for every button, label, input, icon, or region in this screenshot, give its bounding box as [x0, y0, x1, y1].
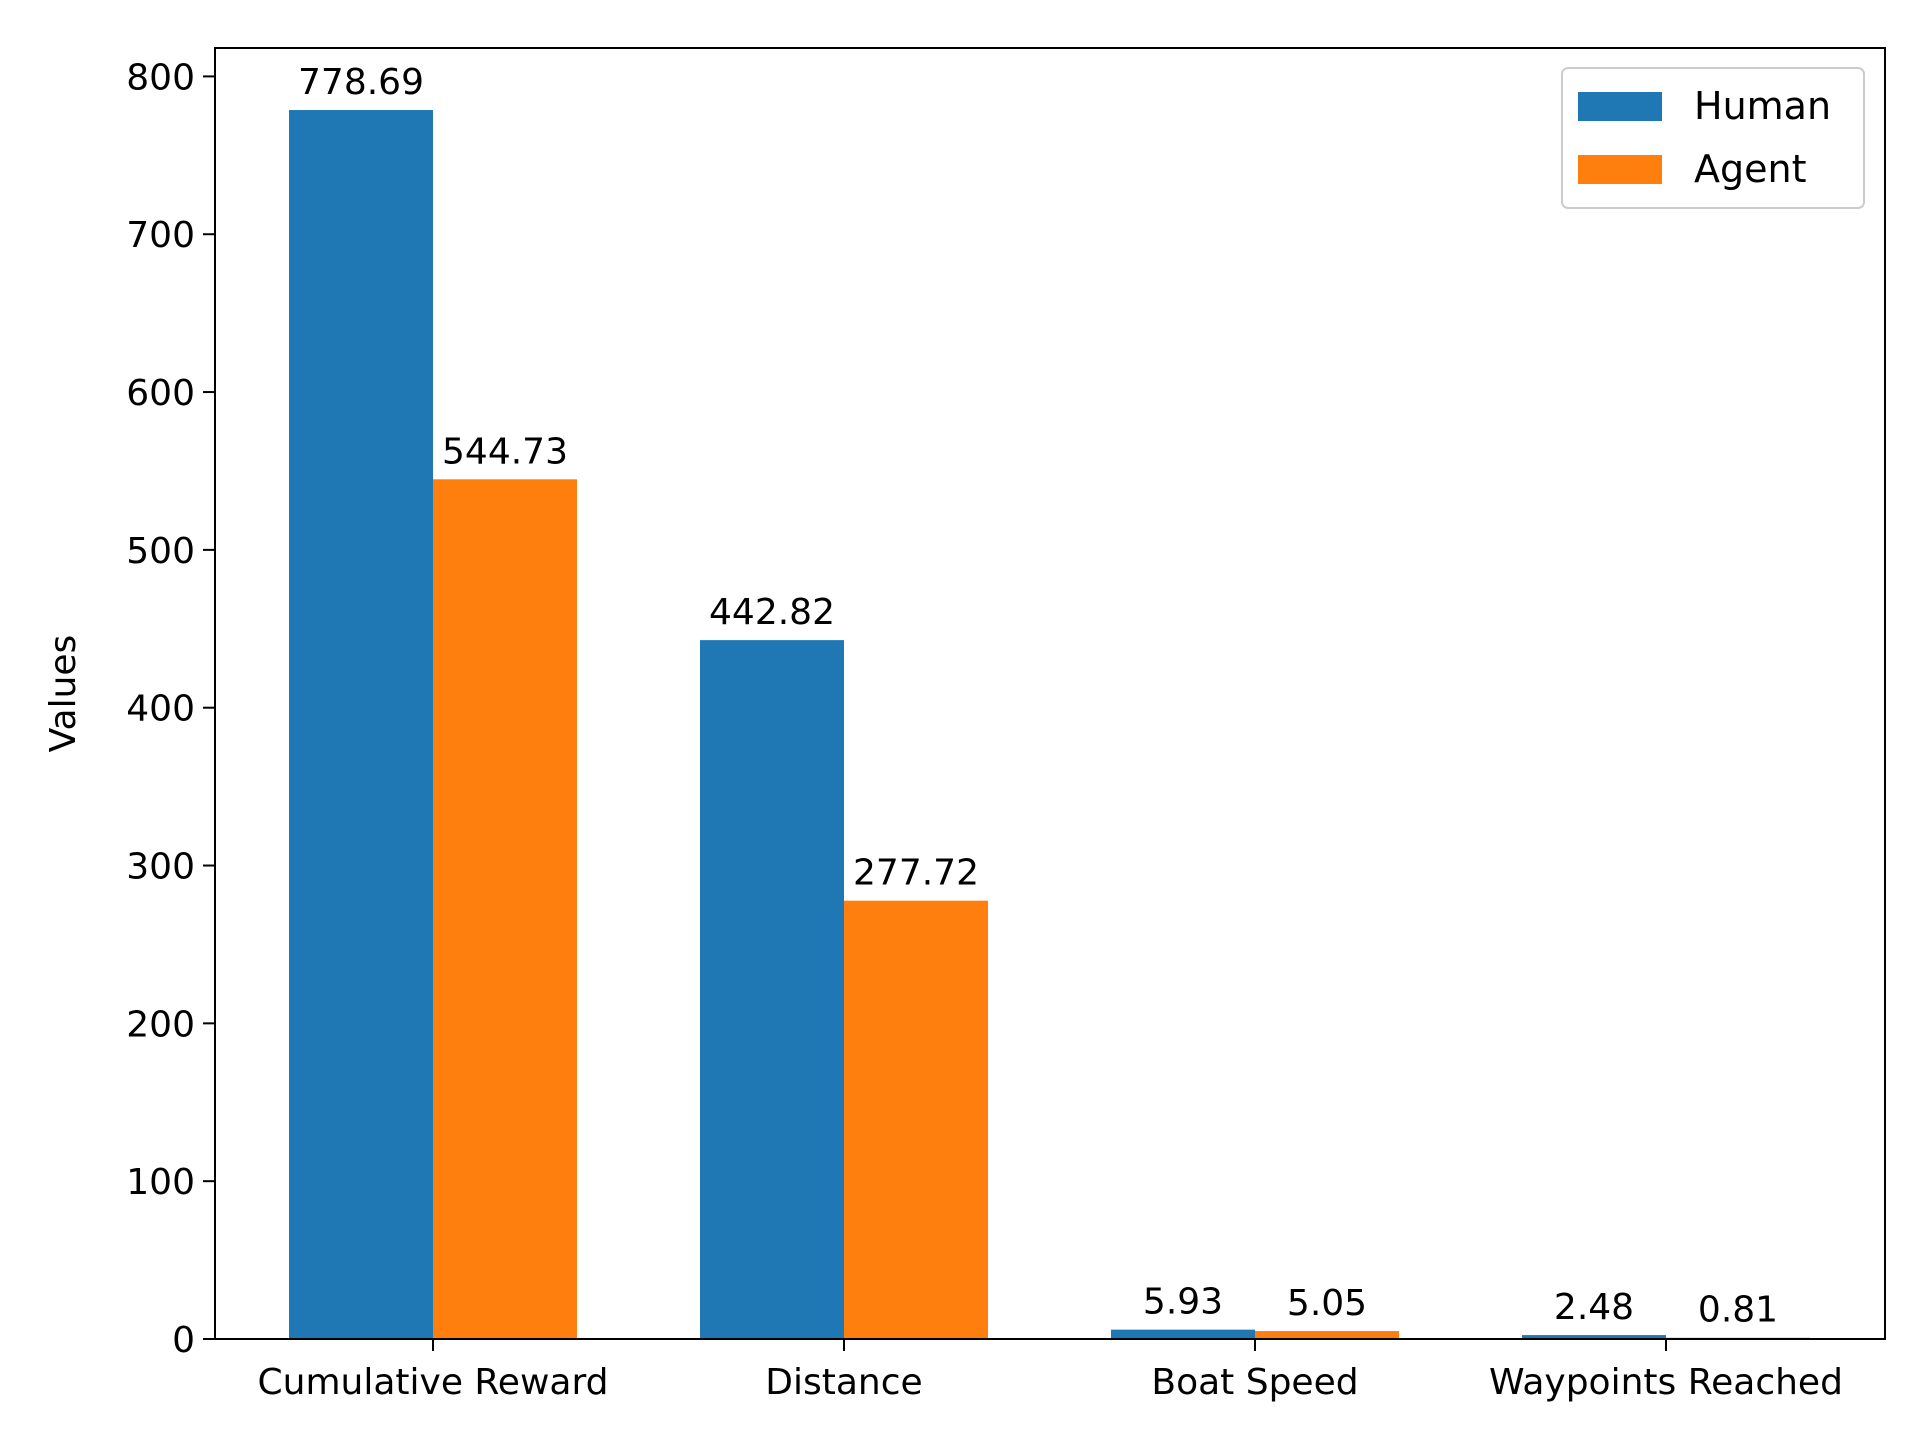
- y-axis: 0 100 200 300 400 500 600 700 800: [126, 57, 215, 1361]
- data-label-human-waypoints-reached: 2.48: [1554, 1287, 1634, 1328]
- plot-frame: [214, 47, 1886, 1340]
- legend-label-human: Human: [1694, 84, 1831, 128]
- y-tick-label: 600: [126, 373, 195, 414]
- data-label-human-boat-speed: 5.93: [1143, 1282, 1223, 1323]
- bar-agent-boat-speed: [1255, 1331, 1399, 1339]
- y-tick-label: 500: [126, 531, 195, 572]
- y-tick-label: 700: [126, 215, 195, 256]
- data-label-agent-distance: 277.72: [853, 853, 979, 894]
- legend-swatch-agent: [1578, 155, 1662, 184]
- y-tick-label: 800: [126, 57, 195, 98]
- x-tick-label: Boat Speed: [1151, 1362, 1358, 1403]
- y-tick-label: 200: [126, 1004, 195, 1045]
- legend-swatch-human: [1578, 92, 1662, 121]
- data-label-agent-boat-speed: 5.05: [1287, 1283, 1367, 1324]
- y-tick-label: 300: [126, 847, 195, 888]
- bar-human-waypoints-reached: [1522, 1335, 1666, 1339]
- bars-group: [289, 110, 1810, 1340]
- x-tick-label: Distance: [765, 1362, 922, 1403]
- bar-human-cumulative-reward: [289, 110, 433, 1339]
- y-tick-label: 400: [126, 689, 195, 730]
- data-labels-group: 778.69 544.73 442.82 277.72 5.93 5.05 2.48 0.81: [298, 62, 1778, 1331]
- bar-agent-cumulative-reward: [433, 479, 577, 1340]
- y-axis-title: Values: [43, 635, 84, 753]
- bar-agent-distance: [844, 900, 988, 1339]
- data-label-human-cumulative-reward: 778.69: [298, 62, 424, 103]
- x-tick-label: Cumulative Reward: [258, 1362, 609, 1403]
- legend: Human Agent: [1561, 67, 1865, 209]
- data-label-agent-waypoints-reached: 0.81: [1698, 1290, 1778, 1331]
- bar-human-boat-speed: [1111, 1329, 1255, 1339]
- y-tick-label: 0: [172, 1320, 195, 1361]
- x-tick-label: Waypoints Reached: [1489, 1362, 1843, 1403]
- y-tick-label: 100: [126, 1162, 195, 1203]
- data-label-human-distance: 442.82: [709, 592, 835, 633]
- x-axis: Cumulative Reward Distance Boat Speed Waypo…: [258, 1339, 1843, 1403]
- bar-human-distance: [700, 640, 844, 1339]
- legend-label-agent: Agent: [1694, 147, 1806, 191]
- data-label-agent-cumulative-reward: 544.73: [442, 431, 568, 472]
